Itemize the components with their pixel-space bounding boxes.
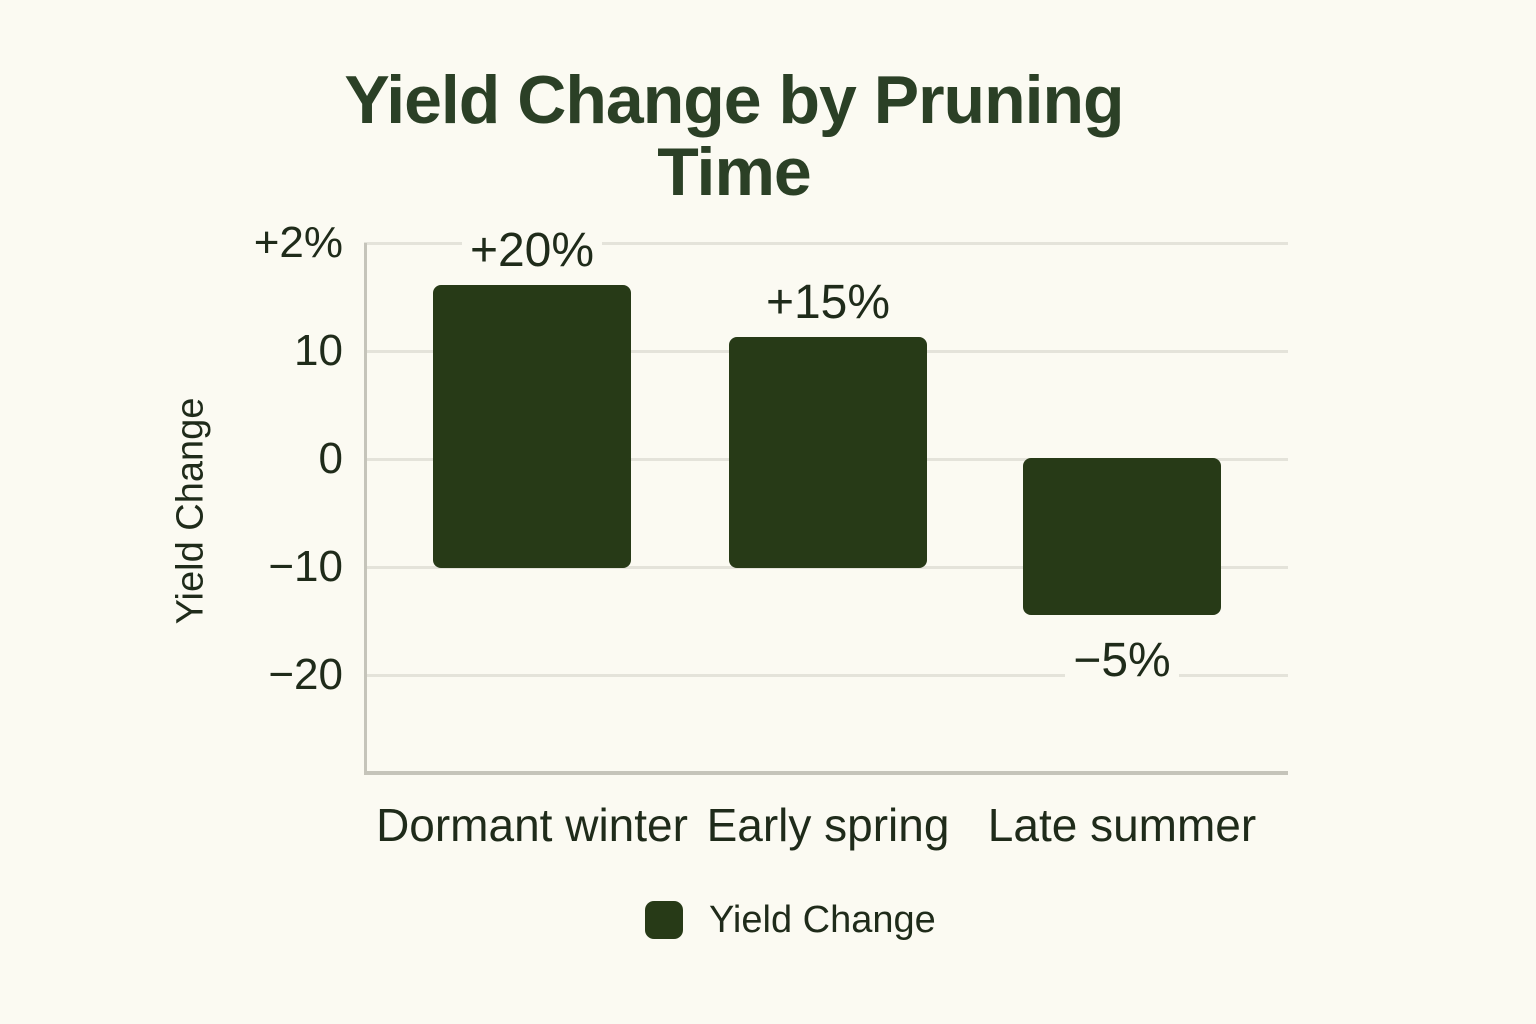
bar-early-spring xyxy=(729,337,927,568)
y-tick-label: −20 xyxy=(268,650,343,699)
bar-value-label: −5% xyxy=(972,634,1272,687)
bar-value-label: +20% xyxy=(382,224,682,277)
bar-value-text: +15% xyxy=(757,276,899,329)
x-category-label: Early spring xyxy=(706,799,950,851)
y-gridline xyxy=(364,242,1288,245)
y-tick-label: +2% xyxy=(253,218,343,267)
legend-swatch xyxy=(645,901,683,939)
legend-label: Yield Change xyxy=(709,899,936,941)
legend: Yield Change xyxy=(645,900,936,940)
y-tick-label: 0 xyxy=(318,434,343,483)
y-axis-title: Yield Change xyxy=(169,397,212,625)
chart-title: Yield Change by Pruning Time xyxy=(344,62,1124,210)
y-gridline xyxy=(364,674,1288,677)
bar-value-text: +20% xyxy=(461,224,603,277)
y-axis-line xyxy=(364,243,367,775)
bar-dormant-winter xyxy=(433,285,631,568)
bar-value-label: +15% xyxy=(678,276,978,329)
x-category-label: Late summer xyxy=(987,799,1257,851)
x-axis-line xyxy=(364,771,1288,775)
bar-value-text: −5% xyxy=(1065,634,1179,687)
y-tick-label: 10 xyxy=(294,326,343,375)
x-category-label: Dormant winter xyxy=(376,799,688,851)
bar-late-summer xyxy=(1023,458,1221,615)
y-tick-label: −10 xyxy=(268,542,343,591)
